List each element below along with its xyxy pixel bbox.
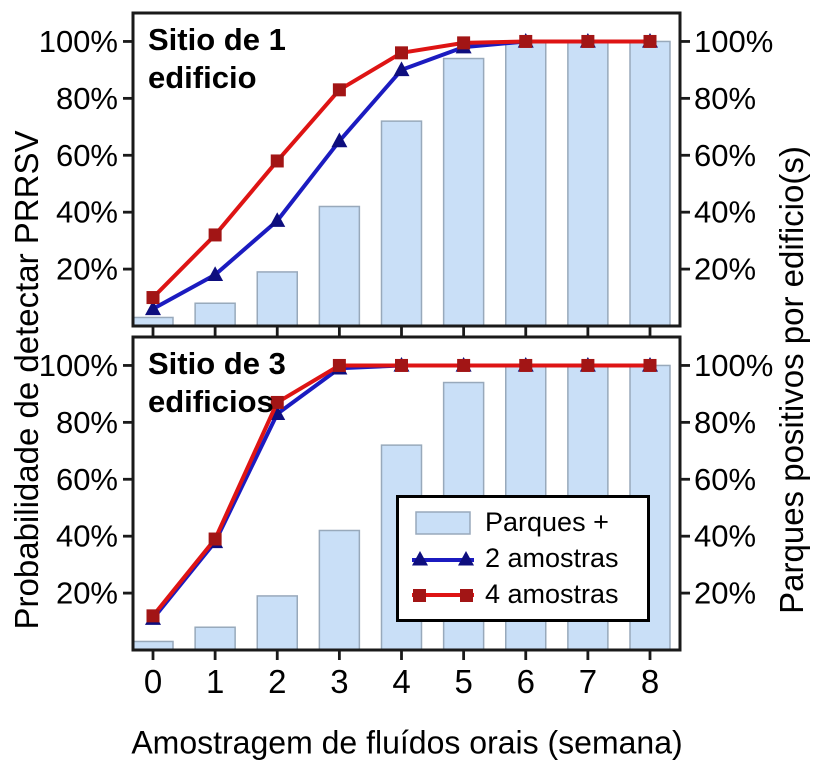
panel-1-bars xyxy=(132,40,671,327)
panel-1-title-line-2: edificio xyxy=(148,60,257,95)
line-triangle-swatch-icon xyxy=(411,549,475,569)
bar-week-4 xyxy=(380,120,423,327)
panel-2-title: Sitio de 3 edificios xyxy=(148,345,286,421)
square-marker xyxy=(208,532,222,546)
x-tick-labels: 0 1 2 3 4 5 6 7 8 xyxy=(144,663,659,700)
bar-week-1 xyxy=(194,302,236,327)
panel-border xyxy=(131,335,682,652)
x-tick-label: 8 xyxy=(641,663,659,700)
panel-1-title-line-1: Sitio de 1 xyxy=(148,22,286,57)
bar-week-5 xyxy=(442,57,485,327)
y-tick-label-left: 20% xyxy=(56,252,118,287)
panel-1: 20% 20% 40% 40% 60% 60% 80% 80% 100% 100% xyxy=(39,11,773,336)
x-tick-label: 5 xyxy=(454,663,472,700)
legend-label: 4 amostras xyxy=(485,579,619,609)
square-marker xyxy=(146,291,160,305)
square-marker xyxy=(208,228,222,242)
square-marker xyxy=(643,358,657,372)
triangle-marker xyxy=(269,212,286,227)
square-marker xyxy=(146,609,160,623)
bar-week-1 xyxy=(194,626,236,651)
y-tick-label-right: 60% xyxy=(694,138,756,173)
y-tick-label-left: 100% xyxy=(39,24,118,59)
x-tick-label: 2 xyxy=(268,663,286,700)
y-tick-label-right: 20% xyxy=(694,576,756,611)
bar-week-3 xyxy=(318,529,361,651)
y-tick-label-left: 100% xyxy=(39,348,118,383)
x-tick-label: 7 xyxy=(579,663,597,700)
square-marker xyxy=(270,395,284,409)
bar-week-6 xyxy=(505,40,547,327)
square-marker xyxy=(332,358,346,372)
square-marker xyxy=(519,358,533,372)
legend: Parques + 2 amostras 4 amostras xyxy=(396,495,650,622)
panel-1-title: Sitio de 1 edificio xyxy=(148,21,286,97)
y-tick-label-left: 60% xyxy=(56,462,118,497)
y-tick-label-left: 40% xyxy=(56,519,118,554)
y-tick-label-left: 80% xyxy=(56,81,118,116)
bar-week-7 xyxy=(567,40,609,327)
x-tick-label: 1 xyxy=(206,663,224,700)
square-marker xyxy=(457,358,471,372)
y-tick-label-left: 60% xyxy=(56,138,118,173)
square-marker xyxy=(581,34,595,48)
legend-item-4-amostras: 4 amostras xyxy=(399,577,647,613)
y-tick-label-right: 80% xyxy=(694,405,756,440)
x-tick-label: 4 xyxy=(392,663,410,700)
legend-label: 2 amostras xyxy=(485,543,619,573)
x-tick-label: 0 xyxy=(144,663,162,700)
legend-item-2-amostras: 2 amostras xyxy=(399,541,647,577)
bar-week-2 xyxy=(256,271,298,327)
panel-2-title-line-2: edificios xyxy=(148,384,274,419)
triangle-marker xyxy=(207,266,224,281)
legend-item-parques: Parques + xyxy=(399,505,647,541)
y-tick-label-right: 80% xyxy=(694,81,756,116)
triangle-marker xyxy=(331,132,348,148)
panel-1-series-4-amostras xyxy=(146,34,657,305)
triangle-marker xyxy=(269,405,286,421)
legend-label: Parques + xyxy=(485,507,609,537)
square-marker xyxy=(395,358,408,372)
square-marker xyxy=(581,358,595,372)
y-tick-label-right: 40% xyxy=(694,195,756,230)
panel-2-ticks xyxy=(123,364,690,660)
x-tick-label: 6 xyxy=(517,663,535,700)
panel-1-ticks xyxy=(123,40,690,336)
square-marker xyxy=(332,83,346,97)
square-marker xyxy=(270,154,284,168)
square-marker xyxy=(519,34,533,48)
y-tick-label-right: 40% xyxy=(694,519,756,554)
square-marker xyxy=(395,46,408,60)
x-axis-label: Amostragem de fluídos orais (semana) xyxy=(131,724,683,761)
y-tick-label-right: 60% xyxy=(694,462,756,497)
y-tick-label-right: 100% xyxy=(694,24,773,59)
square-marker xyxy=(457,36,471,50)
y-tick-label-right: 20% xyxy=(694,252,756,287)
panel-2-title-line-1: Sitio de 3 xyxy=(148,346,286,381)
triangle-marker xyxy=(393,61,410,77)
bar-week-3 xyxy=(318,205,361,327)
right-axis-label: Parques positivos por edificio(s) xyxy=(773,146,810,614)
panel-2-series-4-amostras xyxy=(146,358,657,623)
panel-border xyxy=(131,11,682,328)
y-tick-label-left: 40% xyxy=(56,195,118,230)
triangle-marker xyxy=(145,300,161,316)
line-square-swatch-icon xyxy=(411,585,475,605)
y-tick-label-right: 100% xyxy=(694,348,773,383)
y-tick-label-left: 20% xyxy=(56,576,118,611)
bar-week-8 xyxy=(629,40,671,327)
bar-week-2 xyxy=(256,595,298,651)
square-marker xyxy=(643,34,657,48)
left-axis-label: Probabilidade de detectar PRRSV xyxy=(8,130,45,630)
x-tick-label: 3 xyxy=(330,663,348,700)
bar-swatch-icon xyxy=(411,510,475,535)
y-tick-label-left: 80% xyxy=(56,405,118,440)
